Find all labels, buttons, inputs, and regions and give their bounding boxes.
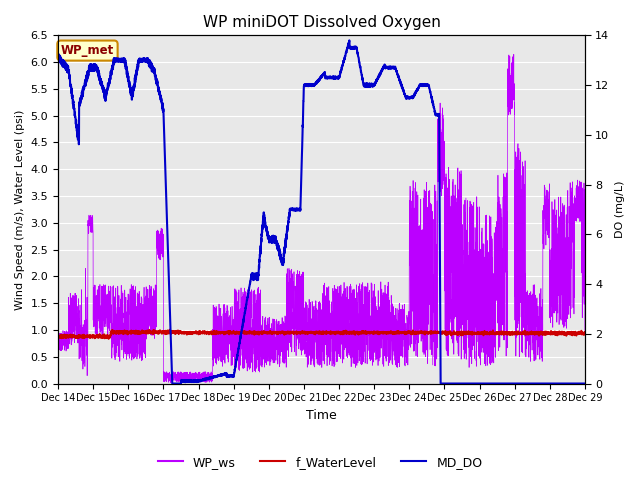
Legend: WP_ws, f_WaterLevel, MD_DO: WP_ws, f_WaterLevel, MD_DO — [152, 451, 488, 474]
Text: WP_met: WP_met — [61, 44, 114, 57]
Y-axis label: Wind Speed (m/s), Water Level (psi): Wind Speed (m/s), Water Level (psi) — [15, 109, 25, 310]
X-axis label: Time: Time — [306, 409, 337, 422]
Y-axis label: DO (mg/L): DO (mg/L) — [615, 180, 625, 238]
Title: WP miniDOT Dissolved Oxygen: WP miniDOT Dissolved Oxygen — [202, 15, 440, 30]
